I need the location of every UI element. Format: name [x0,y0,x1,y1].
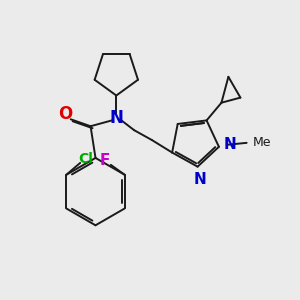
Text: Cl: Cl [79,152,94,166]
Text: Me: Me [253,136,271,149]
Text: N: N [110,109,123,127]
Text: N: N [193,172,206,187]
Text: F: F [100,153,110,168]
Text: O: O [58,105,72,123]
Text: N: N [224,137,237,152]
